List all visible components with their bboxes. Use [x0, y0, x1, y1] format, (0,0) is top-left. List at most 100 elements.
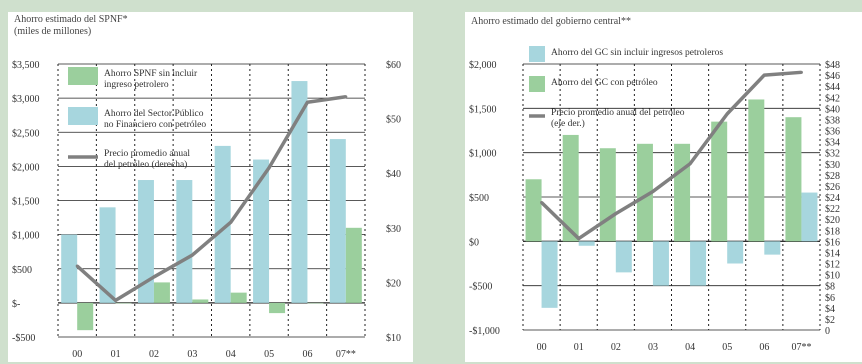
- bar-blue: [578, 241, 595, 246]
- y-tick-label: $2,500: [12, 128, 40, 139]
- bar-blue: [801, 192, 818, 242]
- oil-price-point: [75, 264, 79, 268]
- bar-blue: [541, 241, 558, 308]
- chart-title: Ahorro estimado del gobierno central**: [471, 16, 631, 27]
- oil-price-point: [799, 70, 803, 74]
- x-tick-label: 07**: [336, 349, 356, 360]
- y-tick-label: $1,500: [12, 197, 40, 208]
- legend-swatch-blue: [68, 107, 98, 125]
- legend-label: Ahorro del GC sin incluir ingresos petro…: [551, 48, 723, 58]
- bar-blue: [690, 241, 707, 286]
- oil-price-point: [614, 212, 618, 216]
- y2-tick-label: $12: [825, 260, 840, 271]
- y2-tick-label: $20: [825, 215, 840, 226]
- y2-tick-label: $30: [825, 160, 840, 171]
- bar-green: [230, 292, 247, 303]
- bar-blue: [727, 241, 744, 264]
- bar-green: [562, 134, 579, 242]
- bar-blue: [176, 180, 193, 303]
- x-tick-label: 04: [226, 349, 236, 360]
- bar-green: [192, 299, 209, 303]
- legend-label: (eje der.): [551, 118, 585, 129]
- y-tick-label: $1,500: [469, 104, 497, 115]
- x-tick-label: 06: [302, 349, 312, 360]
- legend-label: Precio promedio anual del petróleo: [551, 108, 685, 118]
- bar-green: [674, 143, 691, 242]
- x-tick-label: 02: [611, 342, 621, 353]
- y2-tick-label: $10: [825, 271, 840, 282]
- y2-tick-label: $20: [386, 278, 401, 289]
- x-tick-label: 03: [648, 342, 658, 353]
- y-tick-label: $-: [12, 299, 20, 310]
- legend-swatch-green: [529, 76, 545, 92]
- bar-blue: [137, 180, 154, 303]
- y2-tick-label: $30: [386, 224, 401, 235]
- y-tick-label: -$500: [12, 333, 35, 344]
- y2-tick-label: $42: [825, 93, 840, 104]
- y2-tick-label: $22: [825, 204, 840, 215]
- oil-price-point: [577, 237, 581, 241]
- bar-green: [269, 302, 286, 314]
- bar-blue: [615, 241, 632, 273]
- legend-label: Ahorro SPNF sin incluir: [104, 69, 198, 79]
- x-tick-label: 04: [685, 342, 695, 353]
- x-tick-label: 02: [149, 349, 159, 360]
- x-tick-label: 06: [759, 342, 769, 353]
- y2-tick-label: $28: [825, 171, 840, 182]
- legend-label: no Financiero con petróleo: [104, 120, 206, 130]
- y2-tick-label: $36: [825, 127, 840, 138]
- legend-label: Precio promedio anual: [104, 149, 190, 159]
- bar-green: [599, 148, 616, 242]
- legend-label: del petróleo (derecha): [104, 159, 187, 170]
- x-tick-label: 03: [187, 349, 197, 360]
- bar-blue: [652, 241, 669, 286]
- legend-label: Ahorro del Sector Público: [104, 109, 204, 119]
- bar-green: [77, 302, 94, 331]
- chart-title: Ahorro estimado del SPNF*: [14, 14, 128, 25]
- bar-green: [748, 99, 765, 242]
- y-tick-label: -$500: [469, 282, 492, 293]
- oil-price-point: [725, 112, 729, 116]
- bar-green: [711, 121, 728, 242]
- oil-price-point: [651, 189, 655, 193]
- y-tick-label: $0: [469, 237, 479, 248]
- oil-price-point: [344, 95, 348, 99]
- bar-blue: [61, 234, 78, 303]
- y2-tick-label: $40: [825, 104, 840, 115]
- x-tick-label: 05: [264, 349, 274, 360]
- chart-left: Ahorro estimado del SPNF*(miles de millo…: [12, 14, 401, 360]
- y2-tick-label: 0: [825, 326, 830, 337]
- y2-tick-label: $18: [825, 226, 840, 237]
- oil-price-point: [190, 253, 194, 257]
- y2-tick-label: $26: [825, 182, 840, 193]
- bar-green: [115, 302, 132, 304]
- bar-blue: [214, 145, 231, 303]
- oil-price-point: [762, 73, 766, 77]
- y2-tick-label: $4: [825, 304, 835, 315]
- y2-tick-label: $2: [825, 315, 835, 326]
- y2-tick-label: $16: [825, 237, 840, 248]
- y-tick-label: $1,000: [12, 231, 40, 242]
- oil-price-point: [305, 100, 309, 104]
- oil-price-point: [114, 298, 118, 302]
- legend-swatch-blue: [529, 46, 545, 62]
- y-tick-label: $2,000: [469, 60, 497, 71]
- y-tick-label: $1,000: [469, 149, 497, 160]
- y2-tick-label: $44: [825, 82, 840, 93]
- y-tick-label: $500: [12, 265, 32, 276]
- y2-tick-label: $8: [825, 282, 835, 293]
- chart-right: Ahorro estimado del gobierno central** $2…: [469, 16, 840, 353]
- oil-price-point: [267, 166, 271, 170]
- legend-label: Ahorro del GC con petróleo: [551, 78, 658, 88]
- y2-tick-label: $40: [386, 169, 401, 180]
- bar-blue: [764, 241, 781, 255]
- y2-tick-label: $48: [825, 60, 840, 71]
- y2-tick-label: $46: [825, 71, 840, 82]
- bar-blue: [253, 159, 270, 303]
- bar-green: [525, 179, 542, 242]
- x-tick-label: 00: [537, 342, 547, 353]
- y2-tick-label: $10: [386, 333, 401, 344]
- oil-price-point: [688, 162, 692, 166]
- oil-price-point: [229, 220, 233, 224]
- y2-tick-label: $6: [825, 293, 835, 304]
